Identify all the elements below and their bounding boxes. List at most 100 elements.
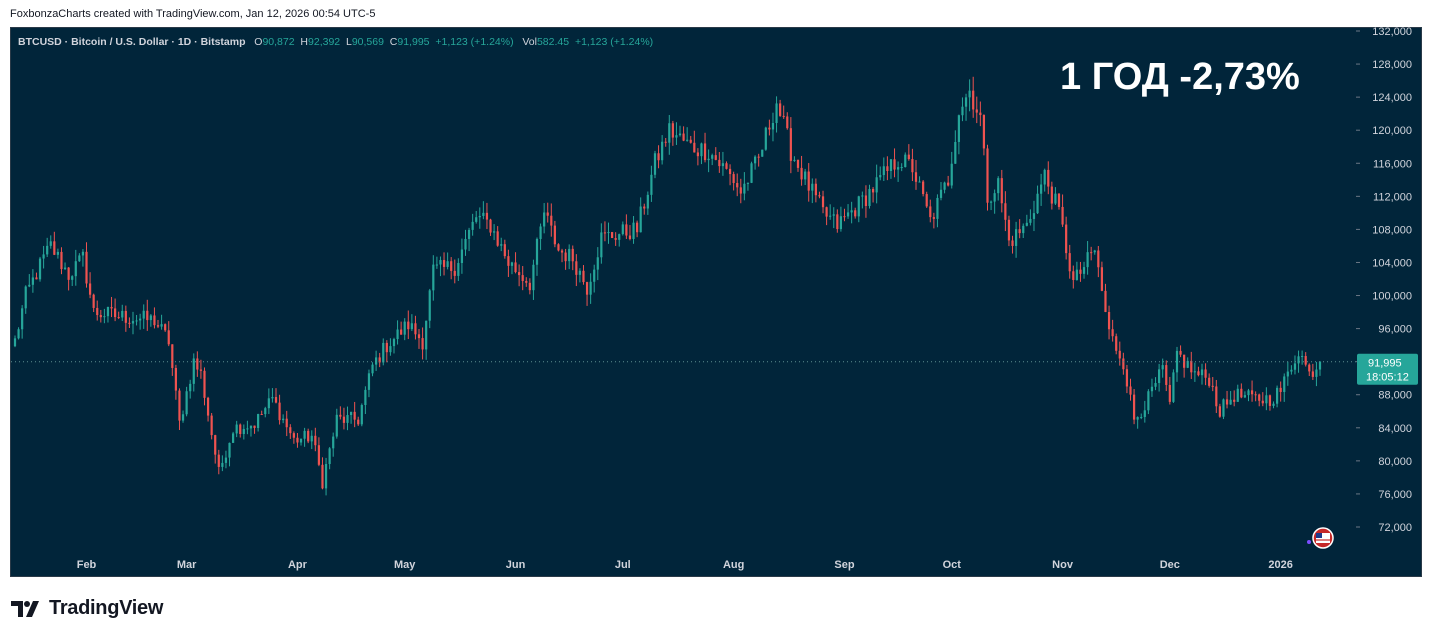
y-tick-label: 104,000 [1372, 257, 1412, 269]
candle-body [389, 346, 392, 353]
candle-body [904, 154, 907, 168]
candle-body [375, 357, 378, 365]
candle-body [117, 317, 120, 319]
candle-body [303, 430, 306, 439]
close-value: 91,995 [397, 36, 430, 48]
candle-body [121, 310, 124, 318]
candle-body [253, 425, 256, 429]
candle-body [775, 103, 778, 123]
candle-body [1161, 365, 1164, 370]
us-flag-canton-icon [1316, 533, 1322, 538]
candle-body [425, 320, 428, 350]
candle-body [1054, 193, 1057, 204]
x-tick-label: Feb [77, 559, 97, 571]
y-tick-label: 112,000 [1373, 191, 1412, 203]
candle-body [657, 153, 660, 161]
candle-body [1165, 365, 1168, 385]
candle-body [1225, 399, 1229, 405]
candle-body [1025, 222, 1028, 226]
candle-body [53, 241, 56, 255]
candle-body [668, 123, 671, 143]
tradingview-logo[interactable]: TradingView [11, 597, 163, 620]
candle-body [618, 234, 621, 240]
last-price-tag[interactable] [1357, 353, 1418, 385]
candle-body [607, 232, 610, 234]
candle-body [410, 323, 413, 330]
candle-body [600, 232, 603, 258]
candle-body [324, 464, 328, 489]
candle-body [932, 217, 935, 219]
candle-body [1079, 269, 1082, 274]
candle-body [257, 414, 260, 429]
candle-body [1115, 336, 1118, 351]
candle-body [1318, 361, 1322, 370]
candle-body [421, 338, 424, 350]
candle-body [743, 183, 746, 194]
x-tick-label: Oct [943, 559, 962, 571]
candle-body [864, 195, 868, 207]
candle-body [35, 277, 38, 280]
chart-pane[interactable] [10, 27, 1422, 577]
y-tick-label: 80,000 [1378, 456, 1412, 468]
candle-body [936, 197, 939, 219]
candle-body [643, 206, 646, 209]
candle-body [718, 159, 721, 167]
candle-body [1004, 203, 1007, 220]
candle-body [1197, 371, 1200, 376]
candle-body [746, 182, 750, 184]
candle-body [260, 414, 263, 416]
x-tick-label: May [394, 559, 416, 571]
candle-body [696, 152, 699, 157]
candle-body [1268, 395, 1272, 406]
candle-body [575, 261, 578, 275]
candle-body [31, 277, 34, 285]
candle-body [1036, 193, 1039, 214]
candle-body [553, 225, 556, 245]
candle-body [249, 425, 253, 429]
candle-body [500, 244, 503, 246]
candle-body [1233, 399, 1236, 402]
candle-body [1082, 267, 1086, 274]
candle-body [335, 414, 338, 437]
candle-body [496, 231, 499, 246]
candle-body [1057, 193, 1061, 207]
candle-body [357, 419, 360, 425]
candle-body [525, 280, 528, 283]
candle-body [81, 251, 85, 256]
candle-body [979, 112, 982, 116]
candle-body [1301, 356, 1304, 358]
candle-body [975, 109, 978, 113]
symbol-title[interactable]: BTCUSD · Bitcoin / U.S. Dollar · 1D · Bi… [18, 36, 246, 48]
candle-body [1229, 399, 1232, 405]
candle-body [206, 397, 210, 416]
candle-body [807, 171, 810, 191]
candle-body [686, 139, 689, 141]
candle-body [439, 260, 442, 265]
candle-body [585, 282, 589, 295]
candle-body [371, 364, 374, 374]
candle-body [582, 270, 585, 283]
candle-body [1129, 386, 1132, 395]
candle-body [1000, 178, 1003, 204]
candle-body [832, 214, 835, 216]
candle-body [278, 402, 281, 421]
candle-body [485, 212, 489, 220]
candle-body [739, 187, 742, 194]
candle-body [857, 196, 860, 217]
candle-body [1090, 252, 1093, 254]
x-tick-label: 2026 [1268, 559, 1292, 571]
candle-body [518, 272, 521, 276]
candle-body [1140, 416, 1143, 418]
candle-body [1200, 369, 1204, 376]
candle-body [482, 212, 485, 216]
candle-body [321, 464, 324, 489]
candle-body [850, 210, 853, 213]
candle-body [661, 141, 664, 161]
candle-body [1097, 250, 1100, 268]
candle-body [925, 194, 928, 207]
candle-body [1029, 218, 1032, 223]
candle-body [689, 139, 692, 143]
candle-body [367, 373, 371, 390]
y-tick-label: 96,000 [1378, 324, 1412, 336]
